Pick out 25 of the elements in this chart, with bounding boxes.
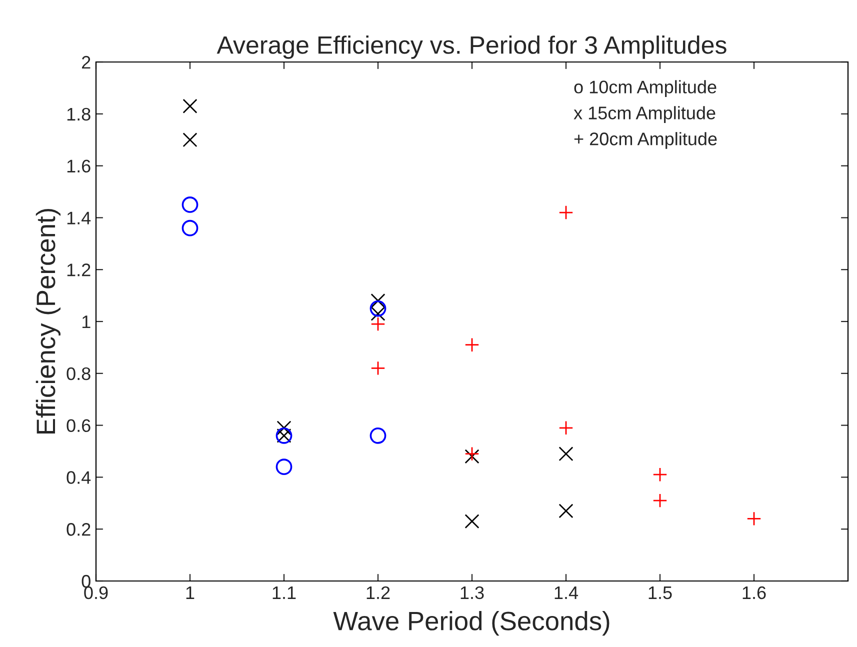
x-tick-label: 0.9 — [84, 586, 108, 600]
annotation: o 10cm Amplitude — [574, 80, 716, 97]
y-tick-label: 1.8 — [67, 108, 90, 121]
y-tick-label: 1.2 — [67, 264, 90, 276]
y-tick-label: 0.2 — [66, 523, 90, 536]
y-tick-label: 1.6 — [67, 160, 90, 173]
x-tick-label: 1.3 — [460, 586, 484, 600]
y-tick-label: 0 — [82, 574, 90, 588]
x-tick-label: 1 — [186, 586, 194, 599]
y-axis-title: Efficiency (Percent) — [36, 208, 60, 434]
annotation: + 20cm Amplitude — [574, 132, 717, 149]
y-tick-label: 1 — [82, 316, 90, 328]
annotation: x 15cm Amplitude — [574, 106, 716, 123]
y-tick-label: 0.4 — [66, 471, 91, 484]
x-tick-label: 1.1 — [272, 586, 296, 599]
y-tick-label: 2 — [82, 56, 90, 69]
x-tick-label: 1.4 — [554, 586, 578, 599]
y-tick-label: 0.6 — [66, 419, 90, 432]
x-tick-label: 1.6 — [742, 586, 766, 600]
chart-title: Average Efficiency vs. Period for 3 Amplitudes — [216, 36, 726, 59]
x-tick-label: 1.2 — [366, 586, 390, 599]
x-axis-title: Wave Period (Seconds) — [333, 611, 610, 636]
y-tick-label: 1.4 — [67, 212, 91, 224]
x-tick-label: 1.5 — [648, 586, 672, 600]
y-tick-label: 0.8 — [66, 367, 90, 380]
